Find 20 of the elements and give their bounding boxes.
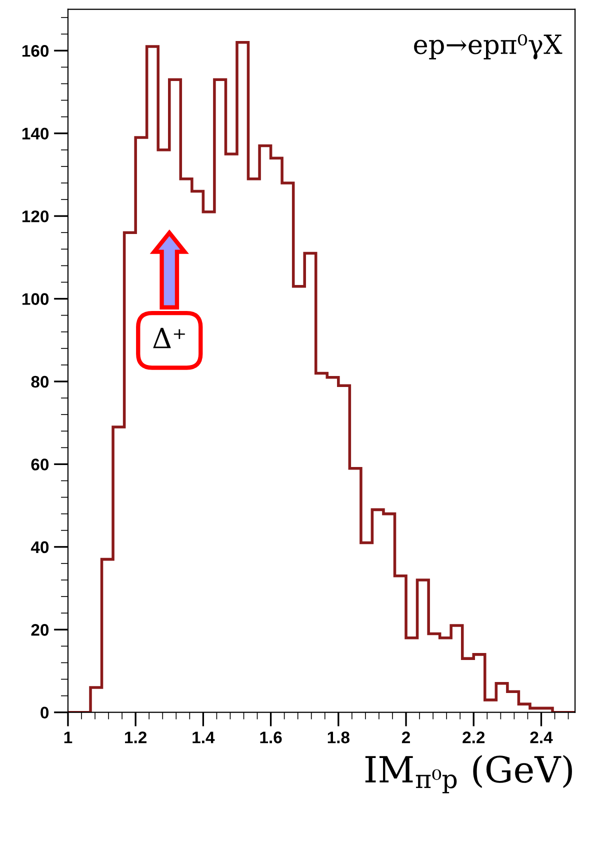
- y-tick-label: 40: [30, 541, 49, 554]
- annotation: ep→epπ⁰γX: [414, 34, 562, 60]
- x-tick-label: 2: [402, 732, 410, 744]
- y-tick-label: 120: [22, 210, 49, 222]
- x-axis-title: IM$_{π⁰p}$ (GeV): [365, 754, 572, 794]
- y-tick-label: 0: [40, 706, 49, 719]
- y-tick-label: 100: [22, 293, 49, 305]
- x-tick-label: 2.4: [530, 732, 553, 744]
- y-tick-label: 140: [22, 128, 49, 140]
- x-tick-label: 1.8: [328, 732, 350, 744]
- x-tick-label: 2.2: [462, 732, 485, 744]
- x-tick-label: 1: [64, 732, 72, 744]
- y-tick-label: 60: [31, 458, 49, 470]
- x-tick-label: 1.4: [192, 732, 215, 744]
- y-tick-label: 20: [31, 624, 49, 636]
- x-tick-label: 1.6: [260, 732, 282, 744]
- y-tick-label: 80: [31, 376, 49, 388]
- annotation: Δ⁺: [153, 328, 185, 348]
- x-tick-label: 1.2: [125, 732, 146, 744]
- y-tick-label: 160: [22, 45, 49, 57]
